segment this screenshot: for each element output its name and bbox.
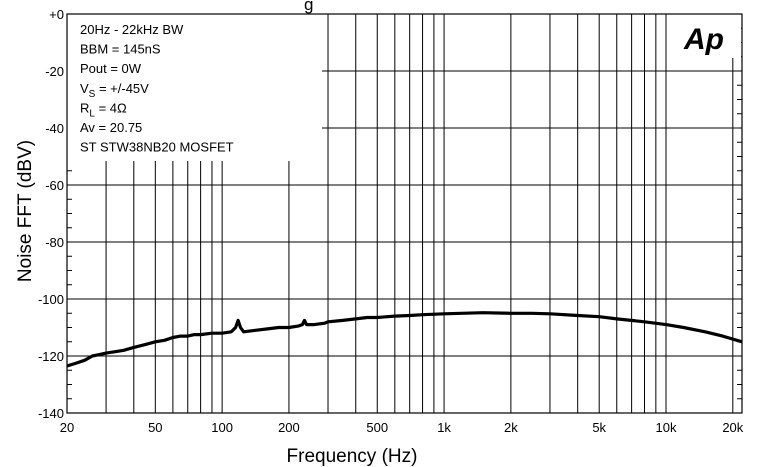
y-tick-label: +0 bbox=[49, 7, 64, 22]
series-layer bbox=[66, 311, 743, 368]
chart-title-fragment: g bbox=[304, 0, 313, 14]
annotation-line: Av = 20.75 bbox=[80, 120, 142, 135]
annotation-box bbox=[67, 14, 322, 161]
annotation-line: ST STW38NB20 MOSFET bbox=[80, 140, 234, 155]
y-tick-label: -80 bbox=[45, 235, 64, 250]
y-tick-label: -20 bbox=[45, 64, 64, 79]
x-tick-label: 200 bbox=[278, 420, 300, 435]
annotation-line: VS = +/-45V bbox=[80, 81, 149, 100]
x-axis-label: Frequency (Hz) bbox=[287, 446, 418, 467]
logo-background bbox=[676, 14, 741, 58]
annotation-text: 20Hz - 22kHz BW BBM = 145nS Pout = 0W VS = … bbox=[80, 22, 234, 155]
y-tick-label: -100 bbox=[38, 292, 64, 307]
x-tick-label: 20 bbox=[60, 420, 74, 435]
x-tick-label: 1k bbox=[437, 420, 451, 435]
series-line bbox=[66, 311, 743, 368]
y-tick-labels: +0 -20 -40 -60 -80 -100 -120 -140 bbox=[38, 7, 64, 421]
annotation-line: 20Hz - 22kHz BW bbox=[80, 22, 184, 37]
y-tick-label: -40 bbox=[45, 121, 64, 136]
plot-frame bbox=[66, 13, 743, 414]
y-tick-label: -140 bbox=[38, 406, 64, 421]
annotation-line: Pout = 0W bbox=[80, 61, 142, 76]
x-tick-label: 2k bbox=[504, 420, 518, 435]
x-tick-label: 20k bbox=[722, 420, 743, 435]
x-tick-label: 500 bbox=[366, 420, 388, 435]
ap-logo: Ap bbox=[683, 23, 724, 56]
y-tick-label: -120 bbox=[38, 349, 64, 364]
x-tick-label: 10k bbox=[656, 420, 677, 435]
y-tick-label: -60 bbox=[45, 178, 64, 193]
x-tick-label: 5k bbox=[592, 420, 606, 435]
x-tick-labels: 20 50 100 200 500 1k 2k 5k 10k 20k bbox=[60, 420, 744, 435]
x-tick-label: 50 bbox=[148, 420, 162, 435]
annotation-line: RL = 4Ω bbox=[80, 100, 127, 119]
y-axis-label: Noise FFT (dBV) bbox=[15, 140, 36, 282]
x-tick-label: 100 bbox=[211, 420, 233, 435]
annotation-line: BBM = 145nS bbox=[80, 42, 161, 57]
